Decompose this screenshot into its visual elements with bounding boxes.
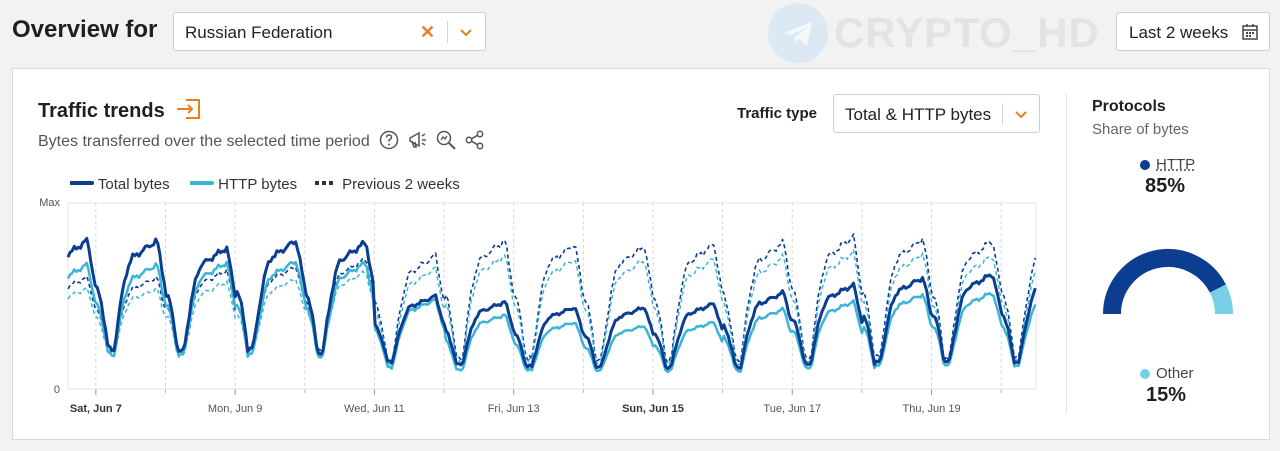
select-divider — [447, 21, 448, 43]
series-total-line[interactable] — [66, 236, 1037, 371]
legend-item-total[interactable]: Total bytes — [69, 176, 170, 193]
traffic-trends-subtitle-text: Bytes transferred over the selected time… — [38, 133, 370, 150]
x-tick-label: Thu, Jun 19 — [902, 403, 960, 415]
protocol-http-label: HTTP — [1140, 156, 1195, 173]
announcement-icon[interactable] — [407, 129, 429, 151]
x-tick-label: Tue, Jun 17 — [763, 403, 821, 415]
other-dot-icon — [1140, 369, 1150, 380]
help-icon[interactable] — [378, 129, 400, 151]
country-select[interactable]: Russian Federation ✕ — [173, 12, 486, 51]
y-tick-label: Max — [39, 197, 60, 209]
chevron-down-icon[interactable] — [1012, 105, 1030, 123]
zoom-icon[interactable] — [435, 129, 457, 151]
protocol-other-value: 15% — [1146, 384, 1187, 406]
gauge-segment-http[interactable] — [1103, 249, 1226, 315]
protocols-gauge[interactable] — [1095, 240, 1241, 320]
share-icon[interactable] — [464, 129, 486, 151]
legend-swatch-http — [189, 181, 214, 185]
protocols-title: Protocols — [1092, 98, 1166, 115]
watermark-text: CRYPTO_HD — [834, 9, 1100, 56]
protocol-other-name: Other — [1156, 365, 1194, 382]
overview-card — [12, 68, 1270, 440]
traffic-trends-title: Traffic trends — [38, 98, 202, 123]
calendar-icon[interactable] — [1241, 23, 1259, 41]
legend-label: HTTP bytes — [218, 176, 298, 193]
http-dot-icon — [1140, 160, 1150, 171]
date-range-value: Last 2 weeks — [1129, 23, 1229, 42]
traffic-type-value: Total & HTTP bytes — [845, 105, 992, 124]
traffic-type-label: Traffic type — [737, 105, 818, 122]
clear-icon[interactable]: ✕ — [420, 22, 436, 42]
legend-swatch-previous — [315, 181, 336, 185]
protocol-http-value: 85% — [1145, 175, 1186, 197]
legend-label: Total bytes — [97, 176, 170, 193]
chevron-down-icon[interactable] — [457, 23, 475, 41]
series-previous-http-line[interactable] — [67, 246, 1037, 369]
page-title: Overview for — [12, 16, 158, 43]
traffic-trends-subtitle: Bytes transferred over the selected time… — [38, 129, 486, 151]
protocols-subtitle: Share of bytes — [1092, 121, 1189, 138]
x-tick-label: Wed, Jun 11 — [344, 403, 405, 415]
y-tick-label: 0 — [54, 384, 60, 396]
x-tick-label: Sun, Jun 15 — [622, 403, 684, 415]
legend-label: Previous 2 weeks — [342, 176, 460, 193]
legend-item-http[interactable]: HTTP bytes — [189, 176, 298, 193]
series-http-line[interactable] — [66, 260, 1037, 374]
plot-area — [67, 202, 1037, 390]
protocol-http-name: HTTP — [1156, 156, 1196, 173]
x-tick-label: Sat, Jun 7 — [70, 403, 122, 415]
gauge-segment-other[interactable] — [1209, 284, 1233, 315]
protocol-other-label: Other — [1140, 365, 1194, 382]
x-tick-label: Mon, Jun 9 — [208, 403, 262, 415]
traffic-type-select[interactable]: Total & HTTP bytes — [833, 94, 1040, 133]
legend-swatch-total — [69, 181, 94, 185]
series-previous-line[interactable] — [67, 233, 1037, 366]
date-range-select[interactable]: Last 2 weeks — [1116, 12, 1270, 51]
country-select-value: Russian Federation — [185, 23, 333, 42]
legend-item-previous[interactable]: Previous 2 weeks — [314, 176, 460, 193]
telegram-logo-icon — [768, 3, 828, 63]
traffic-chart[interactable]: Max 0 Sat, Jun 7 Mon, Jun 9 Wed, Jun 11 Fri, … — [0, 190, 1060, 420]
x-tick-label: Fri, Jun 13 — [488, 403, 540, 415]
open-panel-icon[interactable] — [174, 98, 202, 120]
select-divider — [1002, 103, 1003, 125]
traffic-trends-title-text: Traffic trends — [38, 100, 165, 122]
panel-divider — [1066, 94, 1067, 414]
